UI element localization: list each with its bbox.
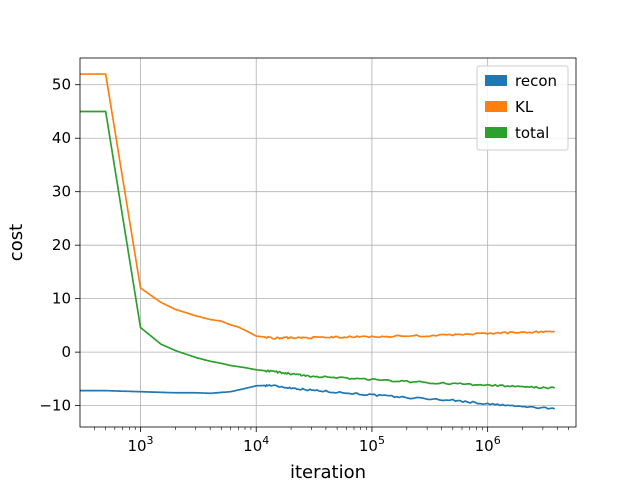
series-line-KL [80, 73, 555, 340]
y-tick-label: 20 [52, 236, 71, 254]
legend-label-recon: recon [515, 72, 557, 90]
y-tick-label: 40 [52, 129, 71, 147]
series-line-recon [80, 384, 556, 410]
legend-swatch-KL [485, 101, 507, 112]
legend-label-KL: KL [515, 98, 534, 116]
axis-ticks: 50 40 30 20 10 0 −10 103 104 105 106 [39, 76, 569, 455]
x-tick-label: 104 [243, 434, 269, 455]
x-axis-label: iteration [290, 462, 366, 480]
x-tick-label: 103 [127, 434, 153, 455]
grid [80, 58, 576, 427]
y-axis-label: cost [6, 224, 27, 261]
x-tick-label: 106 [475, 434, 501, 455]
y-tick-label: 10 [52, 290, 71, 308]
y-tick-label: 50 [52, 76, 71, 94]
legend-swatch-recon [485, 75, 507, 86]
legend-swatch-total [485, 127, 507, 138]
legend[interactable]: recon KL total [476, 65, 569, 151]
y-tick-label: −10 [39, 397, 71, 415]
legend-label-total: total [515, 124, 549, 142]
series-line-total [80, 110, 556, 390]
y-tick-label: 0 [61, 343, 71, 361]
y-tick-label: 30 [52, 183, 71, 201]
plot-frame [79, 57, 577, 428]
x-tick-label: 105 [359, 434, 385, 455]
series-lines [80, 73, 556, 410]
